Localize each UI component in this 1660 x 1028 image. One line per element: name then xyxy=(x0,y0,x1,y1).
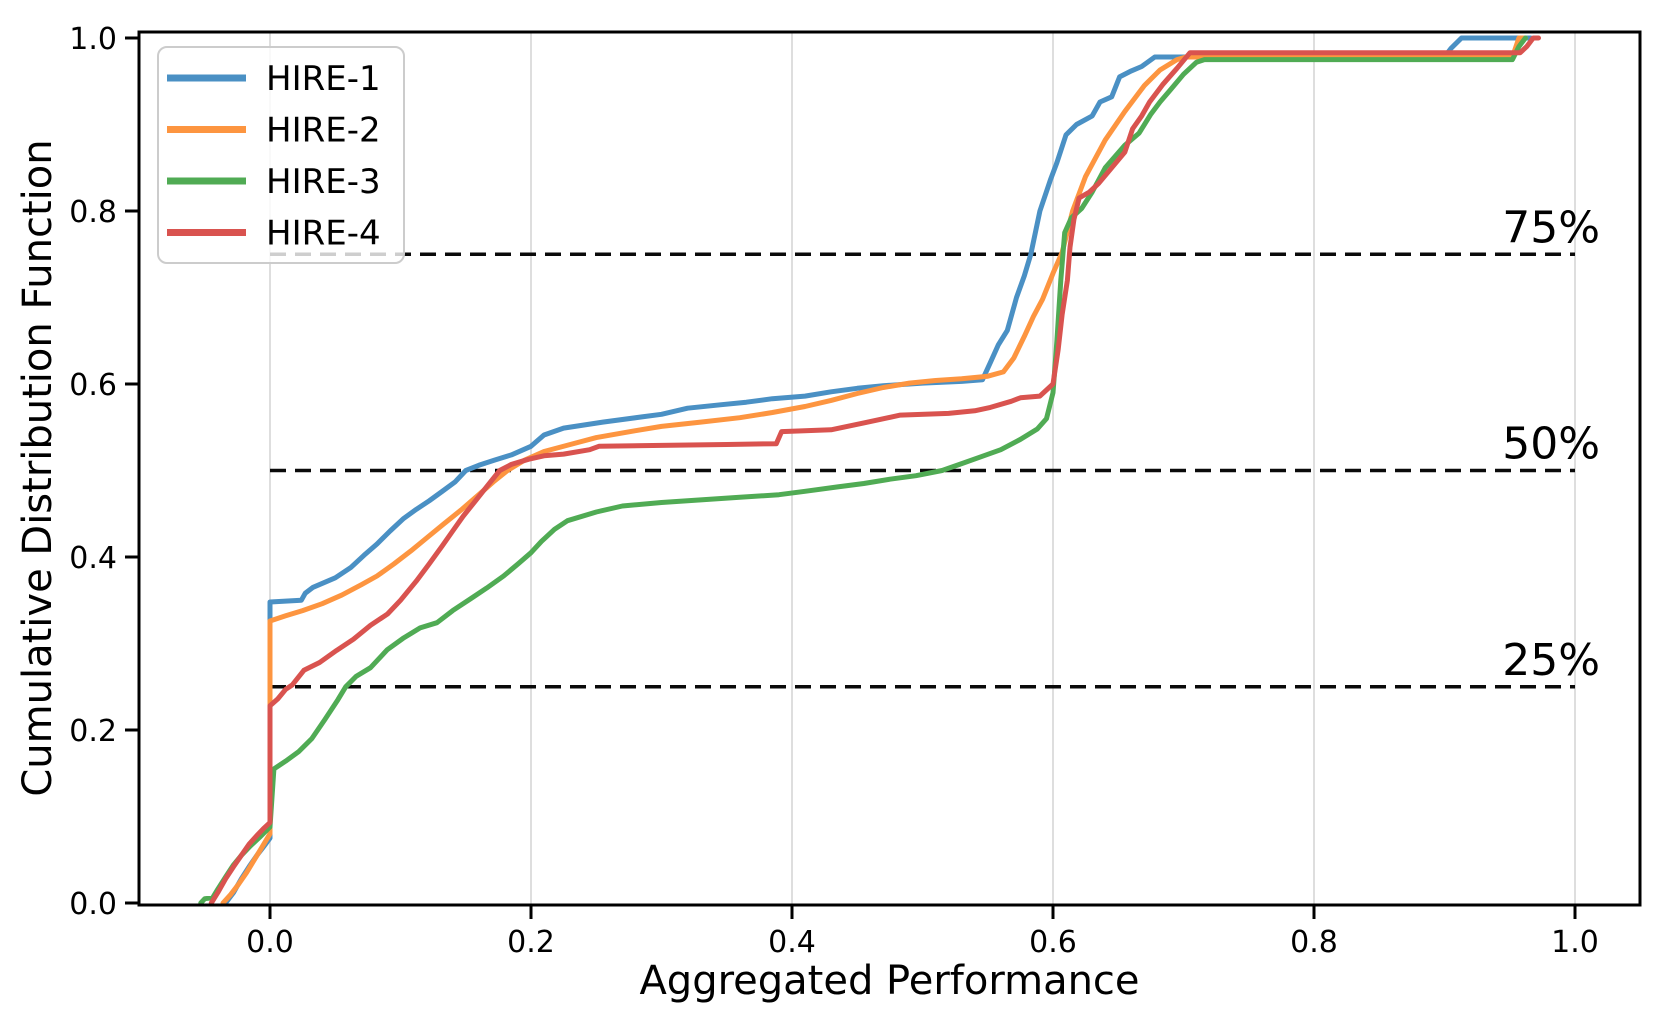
legend: HIRE-1 HIRE-2 HIRE-3 HIRE-4 xyxy=(157,46,405,264)
plot-spines xyxy=(137,30,1642,907)
legend-label-HIRE-2: HIRE-2 xyxy=(266,111,381,151)
x-tick-label: 1.0 xyxy=(1551,925,1599,960)
y-tick-label: 0.4 xyxy=(69,541,117,576)
x-tick-label: 0.2 xyxy=(507,925,555,960)
y-tick-label: 0.8 xyxy=(69,195,117,230)
legend-frame xyxy=(157,46,405,264)
legend-label-HIRE-4: HIRE-4 xyxy=(266,214,381,254)
legend-label-HIRE-3: HIRE-3 xyxy=(266,162,381,202)
x-tick-label: 0.0 xyxy=(246,925,294,960)
cdf-curve-HIRE-2 xyxy=(220,35,1528,906)
x-tick-label: 0.6 xyxy=(1029,925,1077,960)
cdf-curves xyxy=(198,35,1541,906)
cdf-curve-HIRE-3 xyxy=(198,35,1528,906)
x-tick-label: 0.4 xyxy=(768,925,816,960)
y-axis-title: Cumulative Distribution Function xyxy=(15,139,61,797)
x-tick-label: 0.8 xyxy=(1290,925,1338,960)
legend-label-HIRE-1: HIRE-1 xyxy=(266,59,381,99)
y-tick-label: 0.6 xyxy=(69,368,117,403)
y-tick-label: 0.0 xyxy=(69,887,117,922)
y-tick-label: 1.0 xyxy=(69,22,117,57)
y-axis: 0.0 0.2 0.4 0.6 0.8 1.0 xyxy=(69,22,139,922)
quantile-label-50%: 50% xyxy=(1502,419,1600,470)
quantile-label-75%: 75% xyxy=(1502,202,1600,253)
x-axis: 0.0 0.2 0.4 0.6 0.8 1.0 xyxy=(246,905,1599,960)
quantile-lines xyxy=(270,252,1575,689)
x-axis-title: Aggregated Performance xyxy=(639,958,1140,1004)
quantile-label-25%: 25% xyxy=(1502,635,1600,686)
cdf-curve-HIRE-4 xyxy=(208,35,1541,906)
cdf-curve-HIRE-1 xyxy=(223,35,1534,906)
y-tick-label: 0.2 xyxy=(69,714,117,749)
